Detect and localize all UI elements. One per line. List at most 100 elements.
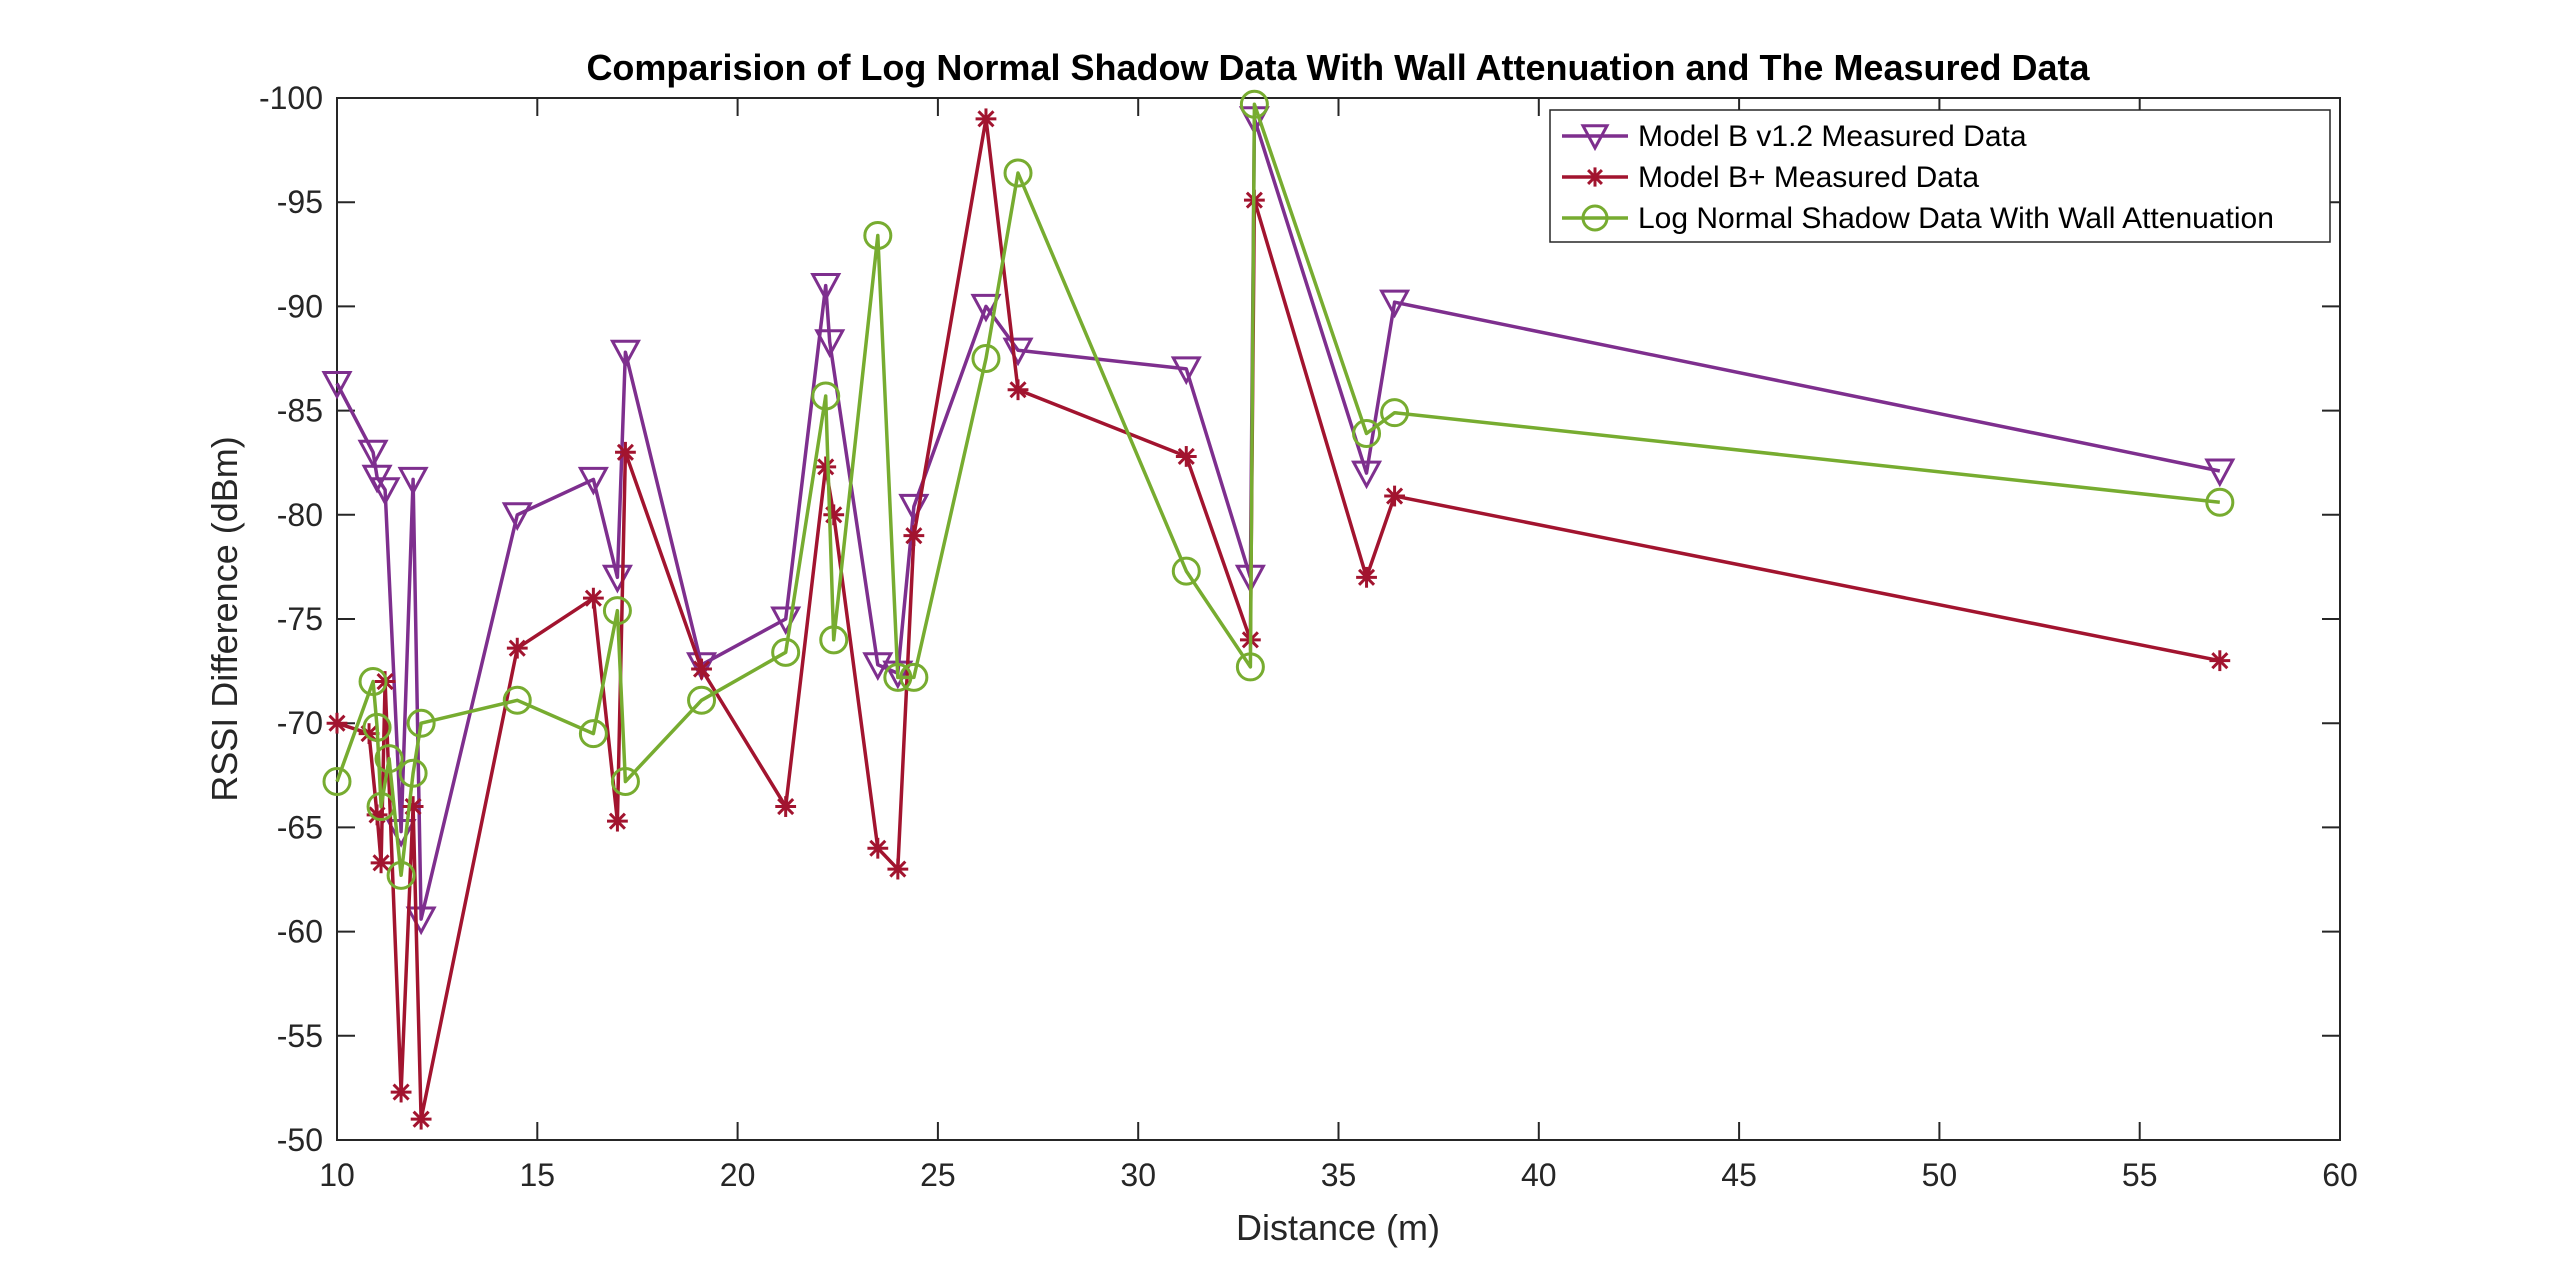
data-point [390,1081,412,1103]
data-point [1380,398,1410,428]
data-point [397,466,429,496]
data-point [362,712,392,742]
data-point [691,658,712,680]
data-point [815,456,837,478]
data-point [1170,356,1202,386]
data-point [2205,487,2235,517]
x-tick-label: 35 [1321,1157,1357,1193]
data-point [410,1108,432,1130]
data-point [322,767,352,797]
x-tick-label: 40 [1521,1157,1557,1193]
data-point [814,329,846,358]
data-point [883,662,913,692]
data-point [326,712,348,734]
data-point [374,744,404,774]
data-point [607,810,628,832]
y-tick-label: -90 [277,288,323,324]
y-tick-label: -65 [277,809,323,845]
data-point [970,293,1002,323]
y-tick-label: -85 [277,393,323,429]
y-tick-label: -70 [277,705,323,741]
legend-label: Model B v1.2 Measured Data [1638,120,2027,153]
data-point [1175,446,1197,467]
y-tick-label: -100 [259,80,323,116]
data-point [2204,458,2236,488]
data-point [686,652,718,682]
data-point [775,796,797,817]
y-tick-label: -60 [277,914,323,950]
data-point [578,719,608,749]
series-layer [321,89,2236,1130]
y-tick-label: -75 [277,601,323,637]
y-tick-label: -80 [277,497,323,533]
x-tick-label: 25 [920,1157,956,1193]
data-point [615,441,636,463]
data-point [321,370,353,400]
data-point [506,637,528,659]
data-point [887,858,909,880]
x-tick-label: 45 [1721,1157,1757,1193]
data-point [1003,158,1033,188]
data-point [899,662,929,692]
series-3 [322,89,2235,890]
legend-label: Log Normal Shadow Data With Wall Attenua… [1638,202,2274,235]
data-point [862,652,894,682]
data-point [1002,337,1034,367]
data-point [1171,556,1201,586]
data-point [357,439,389,469]
x-tick-label: 30 [1120,1157,1156,1193]
x-tick-label: 60 [2322,1157,2358,1193]
data-point [1007,379,1029,401]
data-point [1356,566,1377,588]
legend-entry: Log Normal Shadow Data With Wall Attenua… [1562,202,2274,235]
data-point [867,837,889,859]
data-point [1239,89,1269,119]
data-point [398,758,428,788]
data-point [1585,167,1605,187]
y-tick-label: -95 [277,184,323,220]
data-point [687,685,717,715]
data-point [366,792,396,822]
data-point [971,344,1001,373]
data-point [771,637,801,667]
data-point [810,273,842,302]
data-point [582,587,604,609]
axes-box [336,97,2341,1141]
data-point [819,625,849,655]
y-tick-label: -50 [277,1122,323,1158]
legend: Model B v1.2 Measured Data Model B+ Measu… [1549,109,2331,243]
data-point [1379,289,1411,319]
legend-label: Model B+ Measured Data [1638,161,1979,194]
data-point [1580,124,1610,152]
data-point [823,504,845,526]
x-tick-label: 10 [319,1157,355,1193]
x-tick-label: 15 [520,1157,556,1193]
data-point [903,525,925,547]
data-point [1235,652,1265,682]
series-line [335,102,2220,878]
data-point [863,221,893,251]
data-point [370,852,392,874]
axes [336,97,2341,1141]
data-point [577,466,609,496]
data-point [406,708,436,738]
y-tick-label: -55 [277,1018,323,1054]
y-axis: -50 -55 -60 -65 -70 -75 -80 -85 -90 -95 -100 [259,80,2340,1158]
series-2 [326,108,2231,1130]
chart-title: Comparision of Log Normal Shadow Data Wi… [586,47,2090,88]
data-point [811,381,841,411]
data-point [1352,419,1382,449]
data-point [369,477,401,506]
data-point [501,502,533,531]
data-point [358,667,388,697]
legend-entry: Model B v1.2 Measured Data [1562,120,2027,153]
series-line [335,117,2221,921]
data-point [609,339,641,369]
data-point [1384,485,1405,507]
data-point [610,767,640,797]
data-point [502,685,532,715]
x-axis-label: Distance (m) [1236,1207,1440,1248]
x-axis: 10 15 20 25 30 35 40 45 50 55 60 [319,98,2358,1193]
x-tick-label: 55 [2122,1157,2158,1193]
